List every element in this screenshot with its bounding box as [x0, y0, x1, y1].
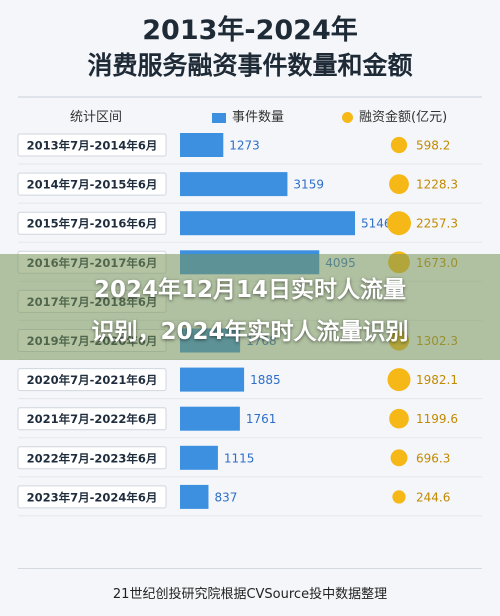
amount-dot — [389, 408, 409, 429]
count-bar — [180, 172, 288, 197]
amount-dot — [387, 368, 411, 392]
category-label: 2022年7月-2023年6月 — [27, 451, 158, 465]
category-label-box — [17, 446, 167, 470]
category-label-box — [17, 485, 167, 509]
amount-value-label: 696.3 — [416, 451, 450, 465]
period-header: 统计区间 — [70, 106, 122, 125]
amount-dot — [389, 174, 409, 195]
count-value-label: 1273 — [229, 139, 260, 153]
category-label: 2013年7月-2014年6月 — [27, 139, 158, 153]
count-value-label: 837 — [214, 490, 237, 504]
amount-dot — [387, 211, 411, 236]
legend-count-swatch — [212, 112, 226, 123]
source-footer: 21世纪创投研究院根据CVSource投中数据整理 — [112, 587, 388, 602]
count-bar — [180, 367, 245, 392]
chart-title-line1: 2013年-2024年 — [142, 15, 358, 46]
amount-value-label: 1228.3 — [416, 178, 458, 192]
amount-dot — [392, 490, 406, 504]
amount-value-label: 1982.1 — [416, 373, 458, 387]
category-label: 2021年7月-2022年6月 — [27, 412, 158, 426]
legend-amount-label: 融资金额(亿元) — [359, 110, 448, 125]
count-bar — [180, 406, 240, 431]
count-bar — [180, 211, 355, 236]
watermark-overlay — [0, 254, 500, 360]
category-label: 2014年7月-2015年6月 — [27, 178, 158, 192]
amount-value-label: 598.2 — [416, 139, 450, 153]
count-bar — [180, 445, 218, 470]
chart-title-line2: 消费服务融资事件数量和金额 — [87, 51, 413, 80]
category-label-box — [17, 172, 167, 196]
legend-count-label: 事件数量 — [232, 110, 285, 125]
category-label-box — [17, 133, 167, 157]
overlay-text-line1: 2024年12月14日实时人流量 — [93, 277, 407, 303]
category-label-box — [17, 211, 167, 235]
count-value-label: 1115 — [224, 451, 255, 465]
count-value-label: 3159 — [293, 178, 324, 192]
amount-value-label: 1199.6 — [416, 412, 458, 426]
period-header-label: 统计区间 — [70, 110, 123, 125]
category-label: 2023年7月-2024年6月 — [27, 490, 158, 504]
amount-dot — [390, 449, 408, 467]
category-label: 2015年7月-2016年6月 — [27, 217, 158, 231]
legend-amount: 融资金额(亿元) — [342, 106, 447, 125]
count-value-label: 1761 — [246, 412, 277, 426]
title-divider — [18, 96, 482, 98]
count-bar — [180, 133, 224, 157]
count-value-label: 5146 — [361, 217, 392, 231]
overlay-text-line2: 识别，2024年实时人流量识别 — [91, 319, 409, 345]
count-bar — [180, 484, 209, 509]
amount-value-label: 244.6 — [416, 490, 450, 504]
count-value-label: 1885 — [250, 373, 281, 387]
category-label: 2020年7月-2021年6月 — [27, 373, 158, 387]
amount-dot — [390, 136, 408, 154]
category-label-box — [17, 368, 167, 392]
legend-count: 事件数量 — [212, 106, 284, 125]
legend-amount-swatch — [342, 112, 353, 123]
footer-divider — [18, 568, 482, 569]
amount-value-label: 2257.3 — [416, 217, 458, 231]
category-label-box — [17, 407, 167, 431]
